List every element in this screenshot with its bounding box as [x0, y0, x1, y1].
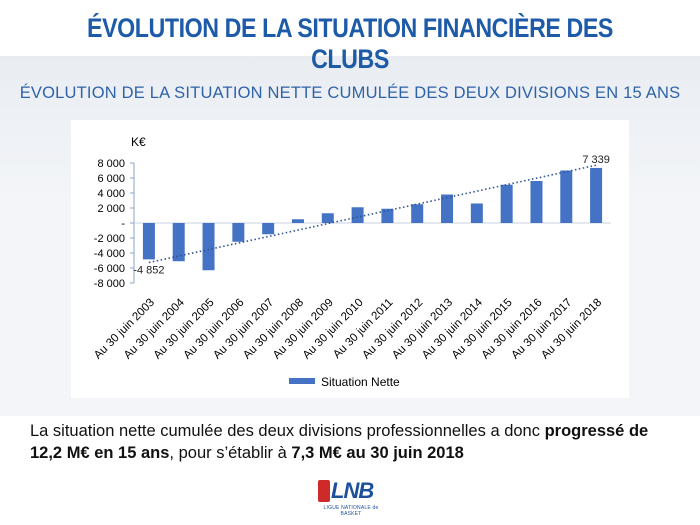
y-tick-label: -6 000 — [94, 263, 125, 275]
summary-bold-1: progressé de 12,2 M€ en 15 ans — [30, 422, 649, 462]
logo-mark-icon — [318, 480, 330, 502]
y-axis-unit: K€ — [131, 135, 146, 149]
y-tick-label: 6 000 — [97, 173, 125, 185]
bar — [172, 223, 185, 262]
bar — [351, 207, 364, 223]
bar — [381, 208, 394, 223]
y-tick-label: -4 000 — [94, 248, 125, 260]
bar — [411, 204, 424, 223]
y-tick-label: 2 000 — [97, 203, 125, 215]
summary-bold-2: 7,3 M€ au 30 juin 2018 — [291, 444, 464, 462]
bar — [142, 223, 155, 260]
y-tick-label: -2 000 — [94, 233, 125, 245]
bar — [441, 194, 454, 223]
bar — [202, 223, 215, 271]
page-title: ÉVOLUTION DE LA SITUATION FINANCIÈRE DES… — [87, 13, 613, 74]
summary-part-2: , pour s’établir à — [169, 444, 292, 462]
bar — [590, 167, 603, 223]
bar — [560, 170, 573, 223]
bar — [470, 203, 483, 223]
y-tick-label: 8 000 — [97, 158, 125, 170]
trendline — [148, 164, 597, 264]
data-label: -4 852 — [133, 264, 164, 276]
bar — [500, 184, 513, 223]
summary-text: La situation nette cumulée des deux divi… — [30, 420, 680, 464]
logo-subtext: LIGUE NATIONALE de BASKET — [323, 505, 379, 517]
chart-container: K€ 8 000 6 000 4 000 2 000 - -2 000 -4 000 -6 0… — [71, 120, 629, 398]
data-label: 7 339 — [582, 154, 610, 166]
bar — [291, 219, 304, 223]
summary-part-1: La situation nette cumulée des deux divi… — [30, 422, 545, 440]
logo-text: LNB — [331, 478, 374, 503]
legend-swatch — [289, 378, 315, 384]
y-tick-label: -8 000 — [94, 278, 125, 290]
y-tick-label: 4 000 — [97, 188, 125, 200]
bar — [530, 181, 543, 223]
y-tick-label: - — [121, 218, 125, 230]
lnb-logo: LNB LIGUE NATIONALE de BASKET — [318, 478, 384, 518]
legend-label: Situation Nette — [321, 375, 400, 389]
bar — [321, 213, 334, 223]
chart-subtitle: ÉVOLUTION DE LA SITUATION NETTE CUMULÉE … — [19, 84, 681, 102]
bar — [262, 223, 275, 235]
bar — [232, 223, 245, 242]
